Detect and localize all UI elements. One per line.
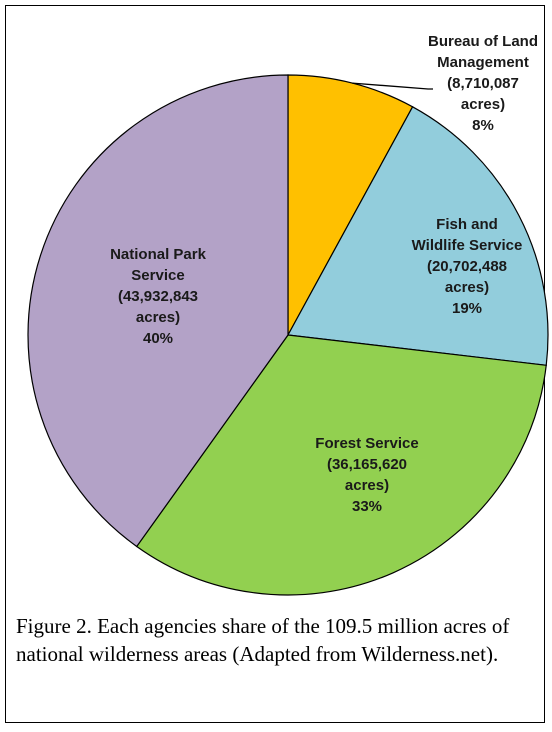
slice-labels: Bureau of Land Management (8,710,087 acres)… — [110, 33, 538, 515]
pie-slice-blm — [287, 74, 414, 336]
slice-label-line: Forest Service — [315, 435, 418, 452]
leader-lines — [352, 82, 433, 90]
slice-label-line: National Park — [110, 246, 207, 263]
slice-label-line: 8% — [472, 117, 494, 134]
slice-label-line: (36,165,620 — [327, 456, 407, 473]
slice-label-line: (43,932,843 — [118, 288, 198, 305]
slice-label-blm: Bureau of Land Management (8,710,087 acres)… — [428, 33, 538, 134]
pie-slices — [27, 74, 549, 596]
slice-label-line: 40% — [143, 330, 173, 347]
slice-label-line: acres) — [345, 477, 389, 494]
slice-label-line: Service — [131, 267, 184, 284]
slice-label-line: acres) — [445, 279, 489, 296]
slice-label-line: Bureau of Land — [428, 33, 538, 50]
slice-label-forest-service: Forest Service (36,165,620 acres) 33% — [315, 435, 418, 515]
leader-line-blm — [352, 82, 433, 90]
slice-label-line: (20,702,488 — [427, 258, 507, 275]
slice-label-line: Wildlife Service — [412, 237, 523, 254]
slice-label-line: 19% — [452, 300, 482, 317]
slice-label-line: 33% — [352, 498, 382, 515]
pie-slice-nps — [27, 74, 289, 548]
slice-label-line: Management — [437, 54, 529, 71]
pie-slice-fws — [287, 105, 549, 366]
slice-label-line: Fish and — [436, 216, 498, 233]
figure-caption: Figure 2. Each agencies share of the 109… — [16, 614, 510, 666]
slice-label-line: (8,710,087 — [447, 75, 519, 92]
slice-label-line: acres) — [461, 96, 505, 113]
slice-label-nps: National Park Service (43,932,843 acres) 40% — [110, 246, 207, 347]
slice-label-fws: Fish and Wildlife Service (20,702,488 acres… — [412, 216, 523, 317]
slice-label-line: acres) — [136, 309, 180, 326]
pie-slice-forest-service — [135, 334, 547, 596]
pie-chart: Bureau of Land Management (8,710,087 acres)… — [27, 33, 549, 596]
